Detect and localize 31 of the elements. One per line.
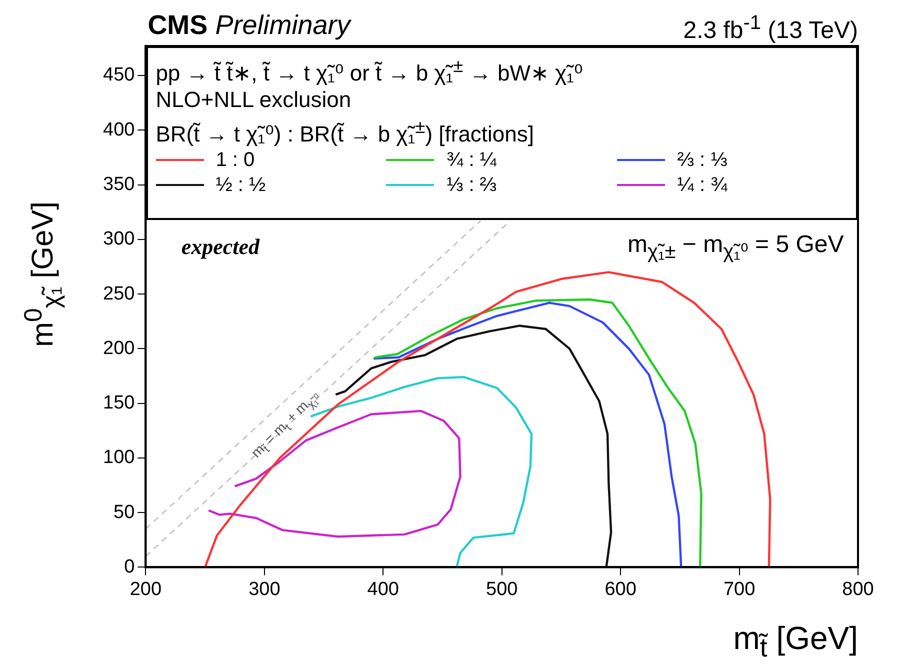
x-tick-label: 400 bbox=[367, 578, 399, 600]
y-tick-label: 450 bbox=[103, 64, 135, 86]
x-tick-label: 200 bbox=[130, 578, 162, 600]
legend-label: ¼ : ¾ bbox=[677, 172, 728, 198]
x-tick-label: 300 bbox=[248, 578, 280, 600]
annotation: NLO+NLL exclusion bbox=[156, 86, 352, 114]
y-tick-label: 250 bbox=[103, 283, 135, 304]
chart-subtitle: 2.3 fb$^{-1}$ (13 TeV) bbox=[683, 12, 858, 45]
legend-title: BR(t̃ → t χ̃₁⁰) : BR(t̃ → b χ̃₁$^{±}$) [fractions] bbox=[156, 115, 536, 148]
y-tick-label: 0 bbox=[124, 556, 135, 578]
y-tick-label: 300 bbox=[103, 228, 135, 250]
x-tick-label: 700 bbox=[723, 578, 756, 600]
chart-title: CMS Preliminary bbox=[148, 10, 350, 40]
x-tick-label: 800 bbox=[842, 578, 874, 600]
y-tick-label: 350 bbox=[103, 174, 135, 196]
y-tick-label: 150 bbox=[103, 392, 135, 414]
x-tick-label: 600 bbox=[604, 578, 636, 600]
annotation: expected bbox=[181, 234, 260, 260]
annotation: m$_{χ̃₁±}$ − m$_{χ̃₁⁰}$ = 5 GeV bbox=[628, 231, 844, 264]
y-tick-label: 100 bbox=[103, 447, 135, 468]
y-tick-label: 400 bbox=[103, 119, 135, 140]
y-tick-label: 200 bbox=[103, 338, 135, 359]
legend-label: ¾ : ¼ bbox=[446, 148, 496, 173]
legend-label: ⅓ : ⅔ bbox=[446, 172, 496, 198]
legend-label: ⅔ : ⅓ bbox=[677, 148, 728, 173]
legend-label: ½ : ½ bbox=[216, 172, 266, 198]
x-axis-title: m$_{t̃}$ [GeV] bbox=[733, 620, 858, 664]
legend-label: 1 : 0 bbox=[216, 148, 255, 173]
y-tick-label: 50 bbox=[114, 502, 135, 523]
x-tick-label: 500 bbox=[486, 578, 518, 600]
annotation: pp → t̃ t̃∗, t̃ → t χ̃₁⁰ or t̃ → b χ̃₁$^{±}$ → bW∗ χ̃₁⁰ bbox=[156, 54, 584, 86]
